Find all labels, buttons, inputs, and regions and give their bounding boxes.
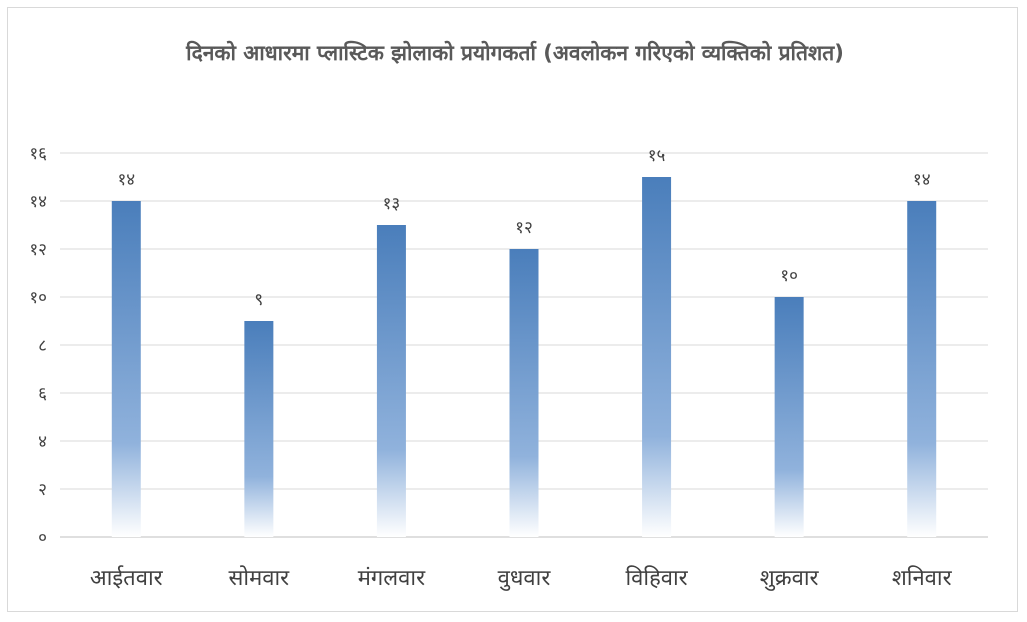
y-tick-label: ८: [38, 336, 47, 356]
bar: [376, 225, 406, 537]
data-label: १०: [780, 266, 798, 286]
category-label: शुक्रवार: [760, 566, 820, 591]
data-labels: १४ ९ १३ १२ १५ १० १४: [117, 146, 930, 310]
bar: [642, 177, 672, 537]
y-tick-label: ०: [38, 528, 47, 548]
category-label: वुधवार: [498, 566, 552, 591]
category-label: विहिवार: [625, 565, 688, 591]
chart-title: दिनको आधारमा प्लास्टिक झोलाको प्रयोगकर्त…: [186, 41, 844, 65]
bar: [774, 297, 804, 537]
x-axis-categories: आईतवार सोमवार मंगलवार वुधवार विहिवार शुक्रवार…: [90, 565, 953, 591]
data-label: १५: [648, 146, 666, 166]
y-tick-label: २: [38, 480, 47, 500]
y-tick-label: ४: [38, 432, 47, 452]
bars: [111, 177, 937, 537]
y-axis-ticks: ० २ ४ ६ ८ १० १२ १४ १६: [29, 144, 47, 548]
data-label: १३: [383, 194, 401, 214]
bar: [509, 249, 539, 537]
y-tick-label: १६: [29, 144, 47, 164]
y-tick-label: १०: [29, 288, 47, 308]
category-label: आईतवार: [90, 565, 164, 591]
data-label: १२: [515, 218, 533, 238]
data-label: ९: [254, 290, 263, 310]
category-label: सोमवार: [229, 565, 291, 591]
y-tick-label: १४: [29, 192, 47, 212]
data-label: १४: [117, 170, 135, 190]
y-tick-label: ६: [38, 384, 47, 404]
category-label: मंगलवार: [358, 566, 426, 591]
bar: [907, 201, 937, 537]
bar: [244, 321, 274, 537]
bar: [111, 201, 141, 537]
data-label: १४: [913, 170, 931, 190]
y-tick-label: १२: [29, 240, 47, 260]
category-label: शनिवार: [892, 565, 953, 591]
